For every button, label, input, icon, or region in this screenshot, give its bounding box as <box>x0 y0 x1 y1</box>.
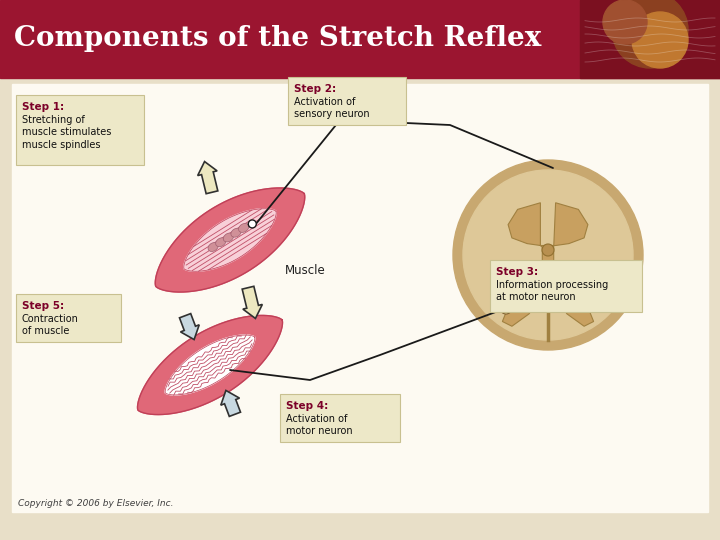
Ellipse shape <box>216 238 226 247</box>
Polygon shape <box>156 188 305 292</box>
Polygon shape <box>221 390 240 416</box>
Text: Information processing
at motor neuron: Information processing at motor neuron <box>496 280 608 302</box>
Circle shape <box>453 160 643 350</box>
Bar <box>12 84 708 512</box>
Ellipse shape <box>208 242 218 252</box>
Ellipse shape <box>238 224 249 232</box>
Text: Stretching of
muscle stimulates
muscle spindles: Stretching of muscle stimulates muscle s… <box>22 115 112 150</box>
Circle shape <box>248 220 256 228</box>
Polygon shape <box>503 202 593 326</box>
Ellipse shape <box>223 233 233 242</box>
Bar <box>580 0 720 78</box>
Circle shape <box>463 170 633 340</box>
FancyBboxPatch shape <box>16 294 121 342</box>
Circle shape <box>632 12 688 68</box>
Text: Step 2:: Step 2: <box>294 84 336 94</box>
Text: Step 5:: Step 5: <box>22 301 64 311</box>
Circle shape <box>612 0 688 68</box>
Circle shape <box>603 0 647 44</box>
Circle shape <box>542 244 554 256</box>
Text: Step 4:: Step 4: <box>286 401 328 411</box>
Text: Muscle: Muscle <box>285 264 325 276</box>
FancyBboxPatch shape <box>16 95 144 165</box>
Polygon shape <box>138 315 282 415</box>
Text: Step 3:: Step 3: <box>496 267 538 277</box>
FancyBboxPatch shape <box>280 394 400 442</box>
Ellipse shape <box>501 306 511 314</box>
Text: Activation of
sensory neuron: Activation of sensory neuron <box>294 97 369 119</box>
Ellipse shape <box>231 228 241 237</box>
FancyBboxPatch shape <box>490 260 642 312</box>
Text: Contraction
of muscle: Contraction of muscle <box>22 314 79 336</box>
Polygon shape <box>165 335 255 395</box>
Bar <box>0 0 720 78</box>
Text: Components of the Stretch Reflex: Components of the Stretch Reflex <box>14 25 541 52</box>
Polygon shape <box>242 286 262 319</box>
Text: Activation of
motor neuron: Activation of motor neuron <box>286 414 353 436</box>
Text: Step 1:: Step 1: <box>22 102 64 112</box>
FancyBboxPatch shape <box>288 77 406 125</box>
Text: Copyright © 2006 by Elsevier, Inc.: Copyright © 2006 by Elsevier, Inc. <box>18 500 174 509</box>
Polygon shape <box>184 209 276 271</box>
Polygon shape <box>179 314 199 340</box>
Polygon shape <box>198 161 218 194</box>
